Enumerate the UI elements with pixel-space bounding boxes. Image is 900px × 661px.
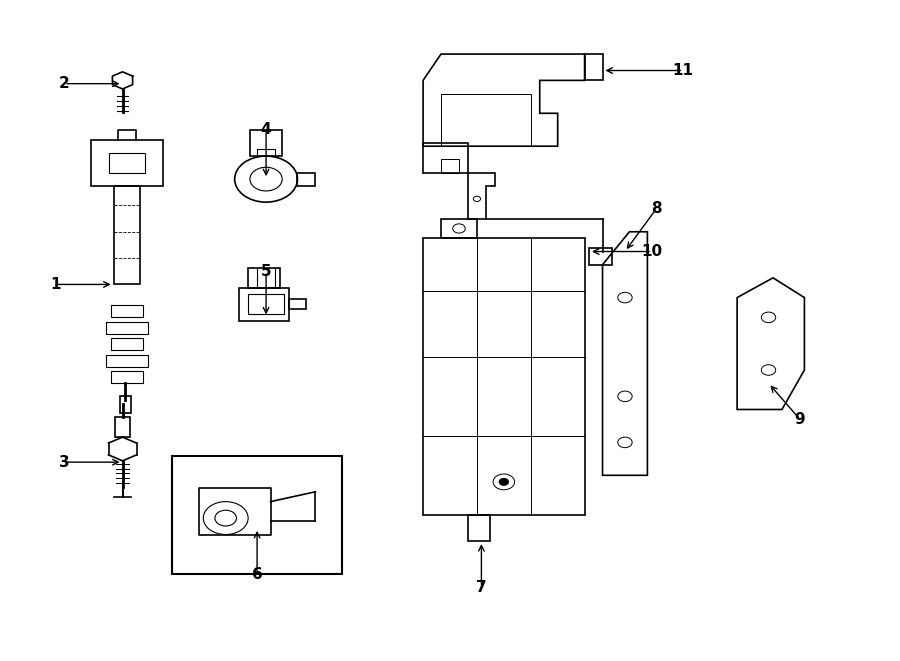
Bar [250,130,283,156]
Text: 11: 11 [673,63,694,78]
Bar [109,153,145,173]
Bar [113,186,140,284]
Text: 8: 8 [651,201,661,216]
Circle shape [500,479,508,485]
Bar [239,288,289,321]
Bar [91,139,163,186]
Bar [248,294,284,314]
Text: 10: 10 [642,244,662,259]
Text: 2: 2 [58,76,69,91]
Bar [111,338,143,350]
Bar [441,159,459,173]
Bar [111,305,143,317]
Bar [120,397,130,412]
Bar [106,322,148,334]
Text: 5: 5 [261,264,272,279]
Bar [441,94,531,146]
Bar [289,299,306,309]
Bar [115,417,130,437]
Bar [111,371,143,383]
Bar [298,173,315,186]
Text: 9: 9 [795,412,806,427]
Text: 3: 3 [58,455,69,470]
Bar [248,268,280,288]
Bar [441,219,477,239]
Text: 6: 6 [252,566,263,582]
Text: 1: 1 [50,277,60,292]
Bar [590,249,611,264]
Bar [106,355,148,367]
Bar [423,239,585,515]
Bar [423,143,468,173]
Text: 7: 7 [476,580,487,595]
Bar [199,488,271,535]
Bar [172,455,342,574]
Bar [468,515,490,541]
Text: 4: 4 [261,122,272,137]
